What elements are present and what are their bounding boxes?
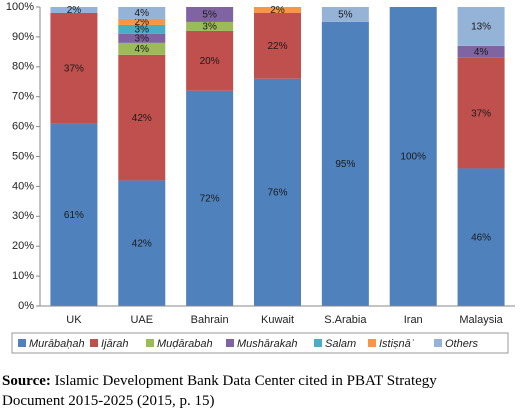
x-tick-label: UK	[66, 314, 82, 326]
y-tick-label: 60%	[12, 121, 34, 133]
bar-segment	[118, 54, 166, 181]
bar-segment	[118, 33, 166, 43]
bar-segment	[321, 7, 369, 22]
bar-segment	[50, 123, 98, 306]
legend-swatch	[314, 339, 322, 347]
source-text: Islamic Development Bank Data Center cit…	[55, 373, 438, 389]
bar-segment	[186, 30, 234, 91]
legend-label: Muḍārabah	[157, 338, 213, 350]
data-label: 4%	[135, 44, 150, 55]
bar-segment	[118, 18, 166, 25]
x-tick-label: Iran	[404, 314, 423, 326]
legend-box	[11, 332, 509, 354]
bar-segment	[118, 7, 166, 19]
source-label: Source:	[2, 373, 51, 389]
x-tick-label: Bahrain	[191, 314, 229, 326]
data-label: 4%	[135, 8, 150, 19]
y-tick-label: 50%	[12, 150, 34, 162]
legend-swatch	[18, 339, 26, 347]
data-label: 20%	[200, 56, 220, 67]
bar-segment	[118, 24, 166, 34]
bar-segment	[321, 21, 369, 306]
data-label: 22%	[267, 41, 287, 52]
data-label: 37%	[471, 108, 491, 119]
x-tick-label: Malaysia	[459, 314, 503, 326]
y-tick-label: 100%	[6, 1, 34, 13]
y-tick-label: 10%	[12, 270, 34, 282]
legend-swatch	[434, 339, 442, 347]
bar-segment	[186, 90, 234, 306]
y-tick-label: 40%	[12, 180, 34, 192]
data-label: 37%	[64, 63, 84, 74]
bar-segment	[457, 7, 505, 46]
bar-segment	[254, 12, 301, 79]
data-label: 3%	[202, 22, 217, 33]
legend-label: Mushārakah	[237, 338, 298, 350]
data-label: 13%	[471, 22, 491, 33]
data-label: 72%	[200, 194, 220, 205]
data-label: 5%	[338, 10, 353, 21]
legend-swatch	[226, 339, 234, 347]
legend-swatch	[146, 339, 154, 347]
y-tick-label: 80%	[12, 61, 34, 73]
legend-label: Others	[445, 338, 479, 350]
bar-segment	[389, 7, 437, 306]
bar-segment	[118, 42, 166, 55]
data-label: 76%	[267, 188, 287, 199]
y-tick-label: 90%	[12, 31, 34, 43]
legend-label: Salam	[325, 338, 356, 350]
data-label: 3%	[135, 34, 150, 45]
data-label: 46%	[471, 232, 491, 243]
data-label: 3%	[135, 25, 150, 36]
y-tick-label: 30%	[12, 210, 34, 222]
data-label: 2%	[67, 5, 82, 16]
data-label: 42%	[132, 238, 152, 249]
y-tick-label: 70%	[12, 91, 34, 103]
bar-segment	[254, 7, 301, 13]
data-label: 42%	[132, 113, 152, 124]
x-tick-label: S.Arabia	[324, 314, 367, 326]
data-label: 4%	[474, 47, 489, 58]
bar-segment	[50, 12, 98, 124]
data-label: 5%	[202, 10, 217, 21]
data-label: 2%	[135, 17, 150, 28]
data-label: 100%	[400, 152, 426, 163]
bar-segment	[50, 7, 98, 13]
y-tick-label: 20%	[12, 240, 34, 252]
legend-label: Ijārah	[101, 338, 129, 350]
y-tick-label: 0%	[18, 300, 34, 312]
x-tick-label: Kuwait	[261, 314, 294, 326]
bar-segment	[186, 7, 234, 22]
source-text: Document 2015-2025 (2015, p. 15)	[2, 393, 214, 409]
bar-segment	[457, 168, 505, 306]
data-label: 61%	[64, 210, 84, 221]
legend-label: Murābaḥah	[29, 338, 85, 350]
legend-swatch	[368, 339, 376, 347]
bar-segment	[457, 57, 505, 169]
data-label: 95%	[335, 159, 355, 170]
data-label: 2%	[270, 5, 285, 16]
x-tick-label: UAE	[130, 314, 153, 326]
bar-segment	[186, 21, 234, 31]
bar-segment	[457, 45, 505, 58]
bar-segment	[118, 180, 166, 306]
bar-segment	[254, 78, 301, 306]
legend-label: Istiṣnāʿ	[379, 338, 415, 350]
legend-swatch	[90, 339, 98, 347]
source: Source: Islamic Development Bank Data Ce…	[2, 373, 437, 389]
